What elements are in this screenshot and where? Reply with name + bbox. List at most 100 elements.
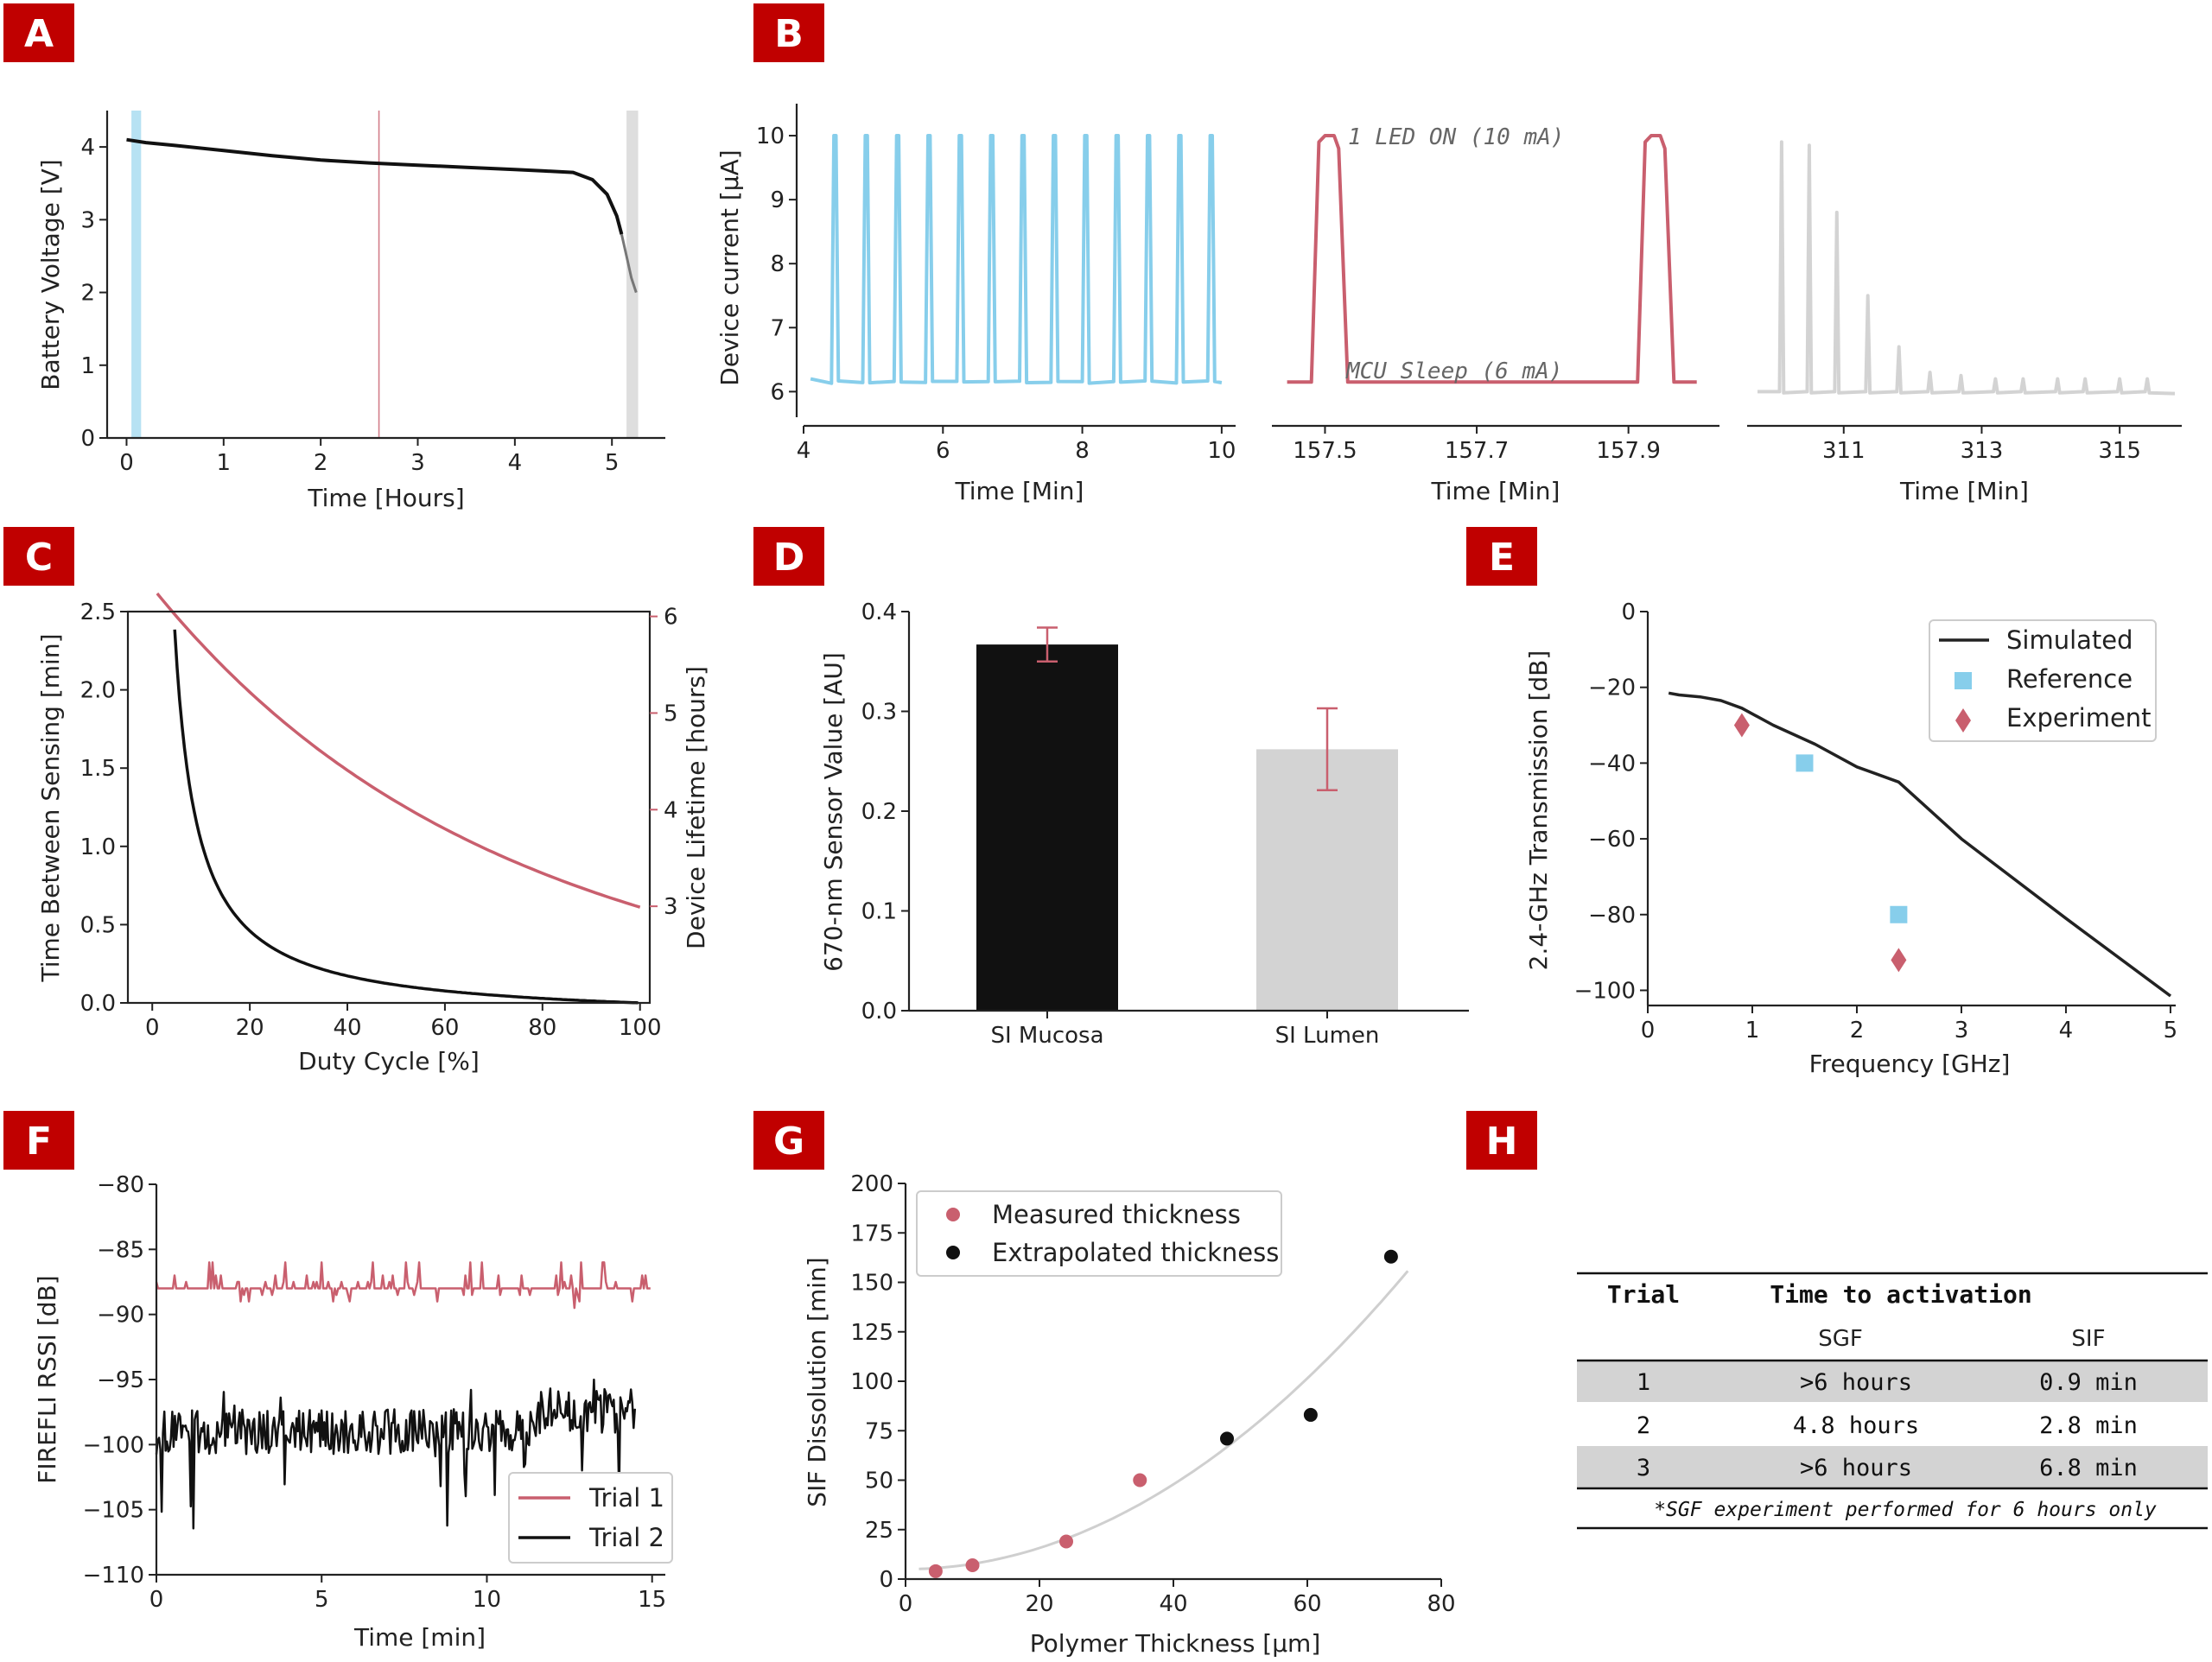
bar xyxy=(1256,749,1398,1011)
y-tick-label: 100 xyxy=(850,1369,893,1395)
x-tick-label: 80 xyxy=(528,1015,556,1041)
y-tick-label: −40 xyxy=(1588,751,1636,777)
y-tick-label: −110 xyxy=(83,1563,144,1589)
legend-box xyxy=(508,1472,673,1564)
x-tick-label: 6 xyxy=(936,438,950,464)
measured-point xyxy=(1133,1473,1147,1488)
y2-tick-label: 6 xyxy=(664,605,678,631)
annotation-led-on: 1 LED ON (10 mA) xyxy=(1348,124,1564,150)
panel-badge-h: H xyxy=(1466,1111,1537,1170)
x-axis-label: Time [Hours] xyxy=(307,484,464,512)
table-footnote: *SGF experiment performed for 6 hours on… xyxy=(1654,1499,2157,1521)
panel-badge-f: F xyxy=(3,1111,74,1170)
x-tick-label: 60 xyxy=(430,1015,459,1041)
table-cell: 3 xyxy=(1637,1455,1650,1481)
y-tick-label: −80 xyxy=(97,1172,144,1198)
svg-text:C: C xyxy=(25,536,53,580)
svg-text:A: A xyxy=(24,12,54,56)
table-cell: 2.8 min xyxy=(2039,1412,2138,1439)
table-cell: 6.8 min xyxy=(2039,1455,2138,1481)
experiment-point xyxy=(1891,948,1907,973)
x-tick-label: 315 xyxy=(2098,438,2141,464)
table-subheader-sgf: SGF xyxy=(1818,1326,1863,1352)
panel-badge-e: E xyxy=(1466,527,1537,586)
bar xyxy=(976,644,1118,1011)
y-tick-label: 10 xyxy=(756,124,785,149)
legend-label-measured: Measured thickness xyxy=(992,1200,1241,1229)
x-tick-label: 0 xyxy=(119,450,134,476)
y2-tick-label: 4 xyxy=(664,797,678,823)
extrapolated-point xyxy=(1303,1407,1318,1422)
panel-f-rssi: 0 5 10 15 −80 −85 −90 −95 −100 −105 −110 Time [min]… xyxy=(33,1172,673,1652)
y-tick-label: 0.1 xyxy=(861,899,897,925)
y-tick-label: 1.0 xyxy=(80,834,116,860)
legend-label-trial1: Trial 1 xyxy=(588,1483,664,1513)
x-tick-label: 4 xyxy=(797,438,811,464)
y-tick-label: 0 xyxy=(879,1567,893,1593)
x-tick-label: 0 xyxy=(149,1587,164,1613)
x-tick-label: 157.5 xyxy=(1293,438,1357,464)
x-axis-label: Time [Min] xyxy=(955,477,1084,505)
y-tick-label: 1 xyxy=(80,353,95,379)
x-axis-label: Polymer Thickness [μm] xyxy=(1030,1629,1321,1658)
y-tick-label: 4 xyxy=(80,135,95,161)
x-tick-label: 0 xyxy=(1641,1018,1656,1044)
legend-swatch-measured xyxy=(946,1208,960,1221)
panel-badge-b: B xyxy=(753,3,824,62)
reference-point xyxy=(1796,754,1814,772)
y-axis-label: Device Lifetime [hours] xyxy=(682,666,710,949)
current-trace xyxy=(1287,134,1697,384)
y-axis-label: Device current [μA] xyxy=(715,149,744,385)
current-trace xyxy=(810,134,1223,385)
legend-box xyxy=(916,1190,1282,1277)
y-tick-label: −80 xyxy=(1588,903,1636,929)
legend-swatch-reference xyxy=(1955,672,1972,689)
x-axis-label: Frequency [GHz] xyxy=(1809,1050,2011,1078)
y-tick-label: −100 xyxy=(83,1432,144,1458)
y-tick-label: 0 xyxy=(80,426,95,452)
svg-text:F: F xyxy=(26,1120,52,1164)
panel-b-device-current: 4 6 8 10 Time [Min] 1 LED ON (10 mA) MCU Sleep… xyxy=(715,104,2182,505)
y-tick-label: 50 xyxy=(865,1469,893,1494)
x-tick-label: 5 xyxy=(605,450,620,476)
x-tick-label: 0 xyxy=(899,1591,913,1617)
y-tick-label: 150 xyxy=(850,1271,893,1297)
table-cell: 1 xyxy=(1637,1369,1650,1396)
panel-badge-a: A xyxy=(3,3,74,62)
reference-point xyxy=(1890,905,1908,923)
x-tick-label: 4 xyxy=(2059,1018,2074,1044)
extrapolated-point xyxy=(1383,1249,1398,1264)
svg-text:G: G xyxy=(773,1120,804,1164)
y-tick-label: 6 xyxy=(770,379,785,405)
panel-badge-c: C xyxy=(3,527,74,586)
trial2-trace xyxy=(155,1378,637,1530)
y-tick-label: −90 xyxy=(97,1303,144,1329)
y-tick-label: −105 xyxy=(83,1498,144,1524)
x-tick-label: SI Mucosa xyxy=(990,1023,1103,1049)
lifetime-line xyxy=(156,592,641,909)
table-row-shade-1 xyxy=(1577,1361,2208,1402)
x-tick-label: 4 xyxy=(508,450,523,476)
shaded-region xyxy=(131,111,142,438)
table-row: 2 4.8 hours 2.8 min xyxy=(1637,1412,2138,1439)
y-tick-label: 0.4 xyxy=(861,599,897,625)
table-cell: 0.9 min xyxy=(2039,1369,2138,1396)
x-tick-label: 5 xyxy=(2164,1018,2178,1044)
x-tick-label: 2 xyxy=(1850,1018,1865,1044)
panel-g-dissolution: 0 20 40 60 80 0 25 50 75 100 125 150 175 200 Polymer T… xyxy=(803,1171,1456,1658)
y-tick-label: 0.5 xyxy=(80,912,116,938)
table-subheader-sif: SIF xyxy=(2071,1326,2105,1352)
y-tick-label: 0.0 xyxy=(80,991,116,1017)
plot-frame xyxy=(126,610,652,1005)
y-tick-label: 0 xyxy=(1621,599,1636,625)
y-tick-label: −85 xyxy=(97,1237,144,1263)
y-tick-label: −95 xyxy=(97,1367,144,1393)
panel-h-activation-table: Trial Time to activation SGF SIF 1 >6 ho… xyxy=(1577,1272,2208,1530)
x-tick-label: 8 xyxy=(1075,438,1090,464)
y-tick-label: 0.3 xyxy=(861,700,897,726)
y-tick-label: 1.5 xyxy=(80,756,116,782)
svg-text:H: H xyxy=(1486,1120,1518,1164)
y-tick-label: −60 xyxy=(1588,827,1636,853)
shaded-region xyxy=(626,111,639,438)
